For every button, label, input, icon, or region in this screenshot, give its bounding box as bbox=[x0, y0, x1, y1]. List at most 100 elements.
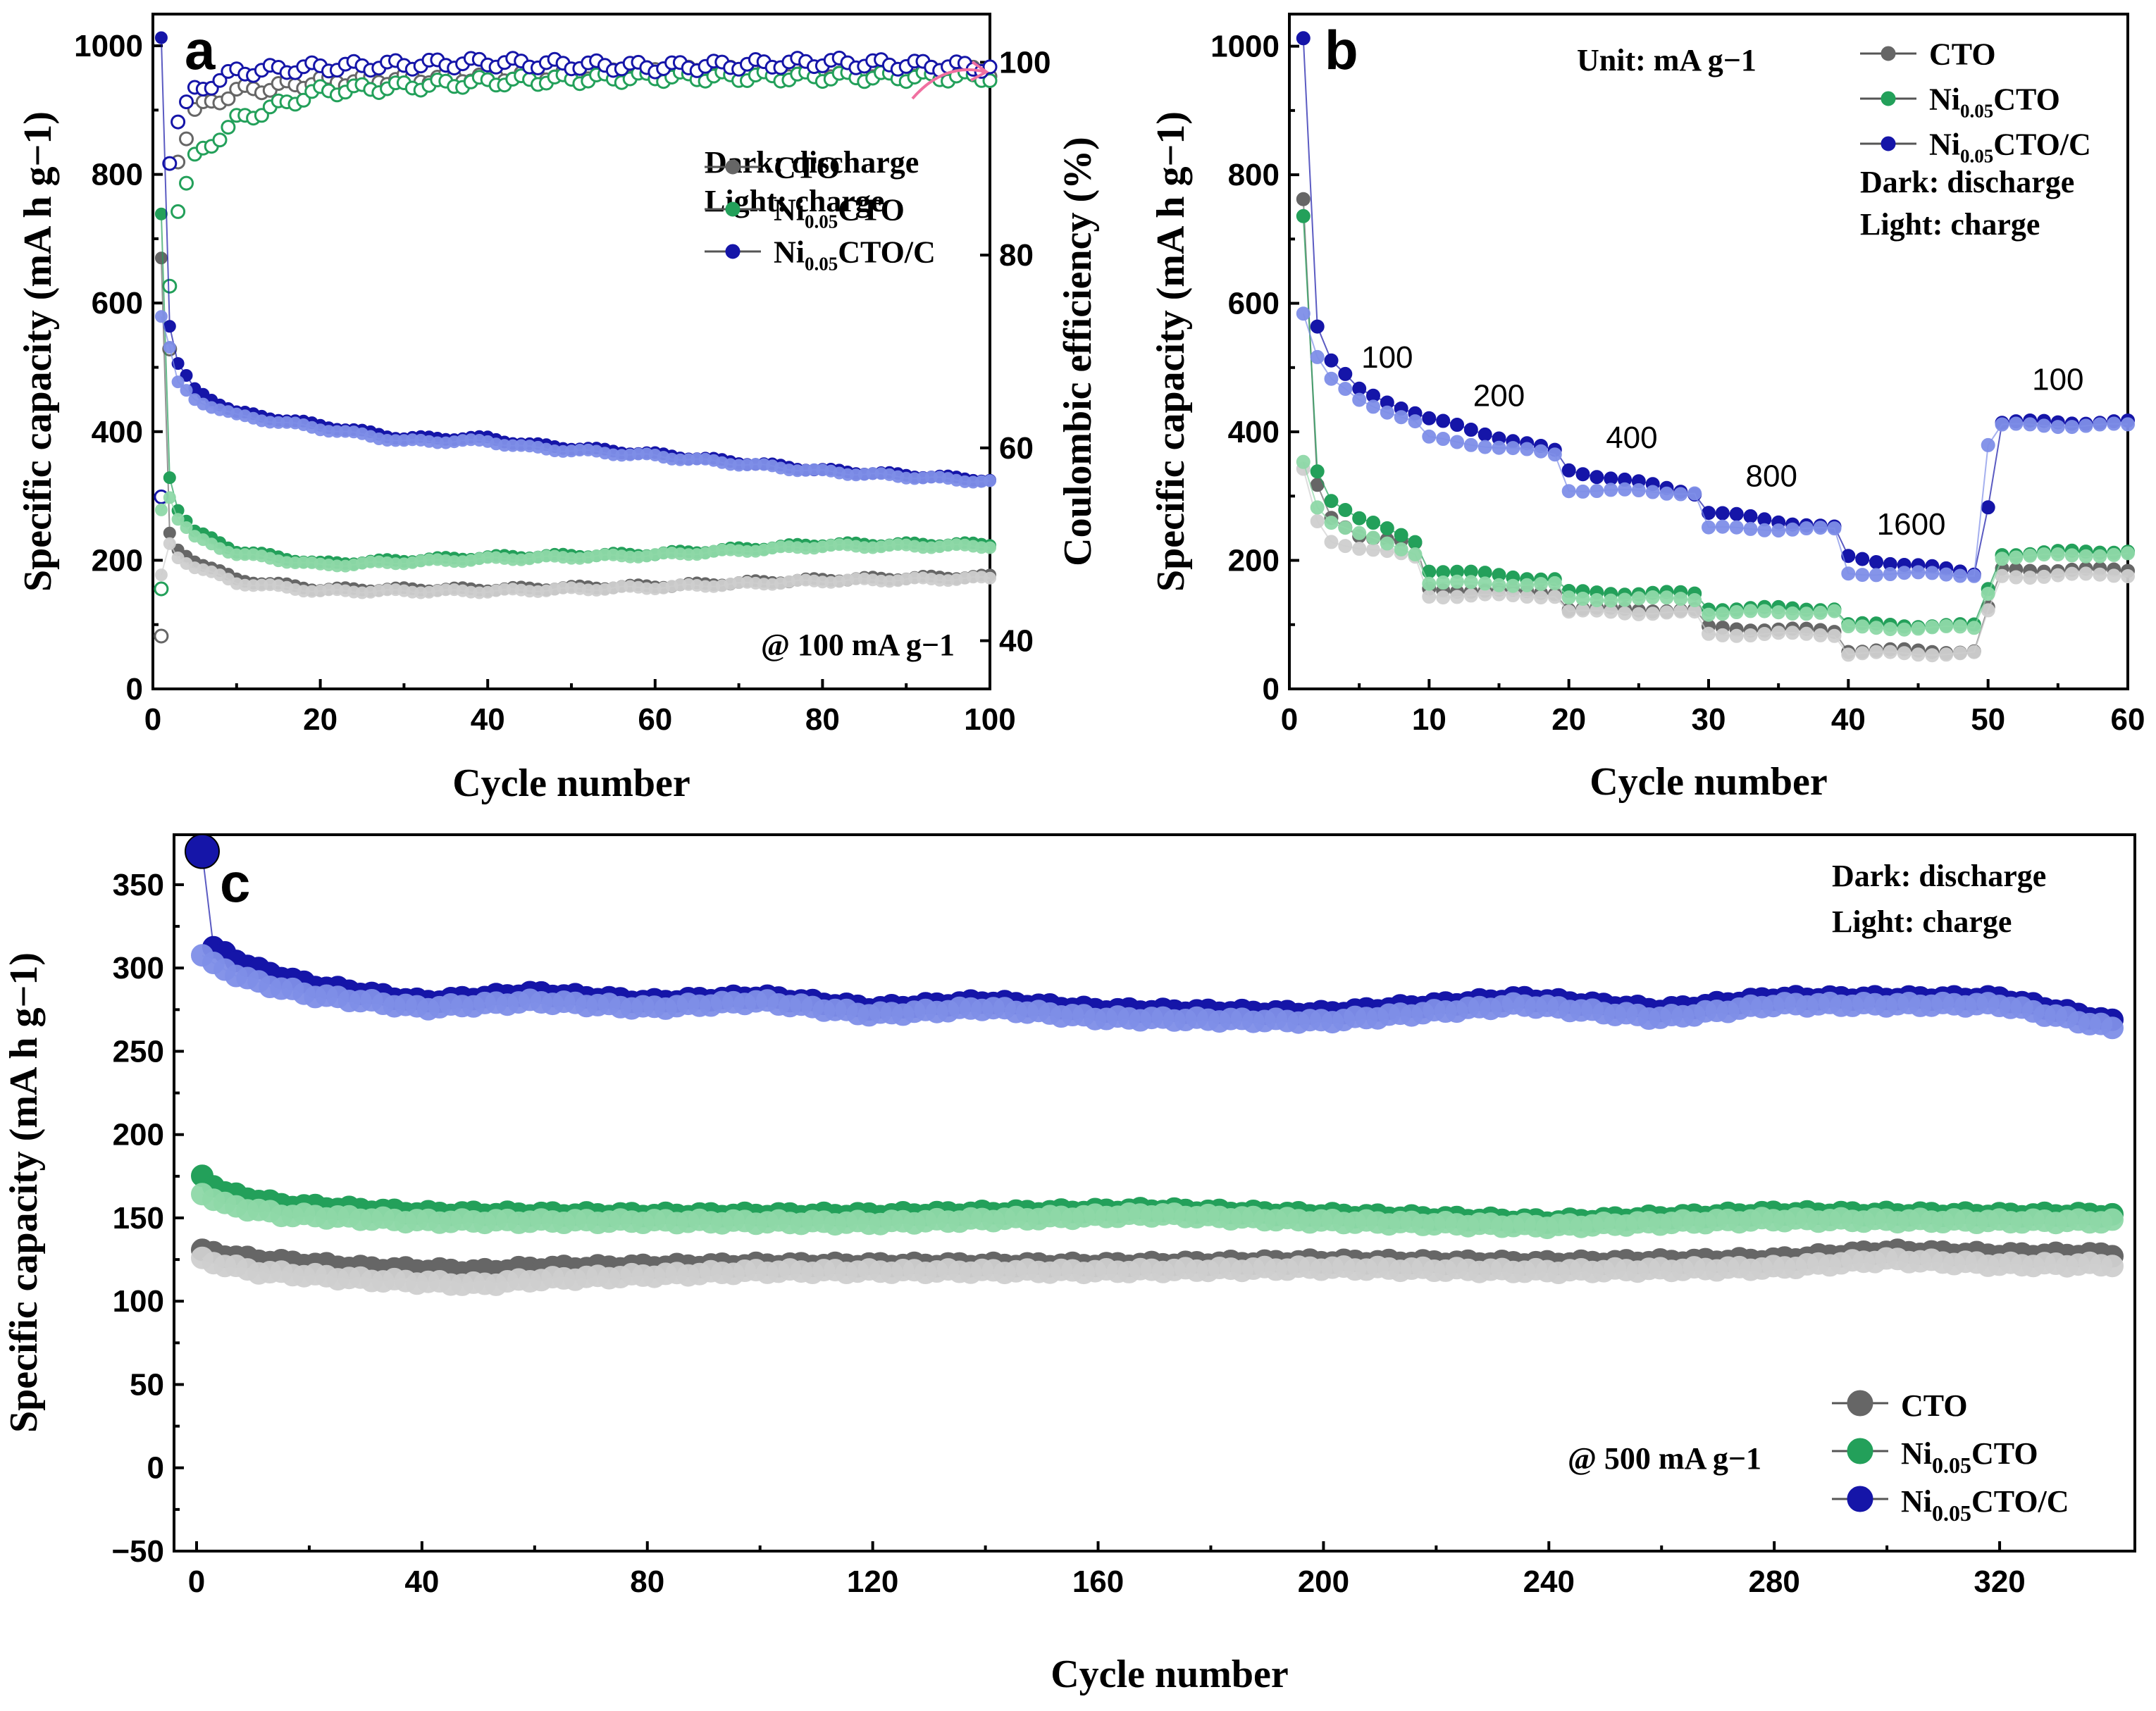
ce-point bbox=[154, 628, 169, 644]
data-point bbox=[163, 537, 176, 550]
series-ni0-05cto-c-charge bbox=[154, 310, 996, 489]
data-point bbox=[1492, 578, 1506, 592]
data-point bbox=[1394, 542, 1408, 556]
rate-label: 1600 bbox=[1877, 507, 1946, 542]
data-point bbox=[1547, 447, 1562, 462]
data-point bbox=[1757, 523, 1772, 537]
data-point bbox=[1366, 516, 1380, 530]
ce-point bbox=[982, 59, 998, 75]
series-ni0-05cto-charge bbox=[191, 1183, 2124, 1240]
data-point bbox=[1841, 619, 1856, 633]
first-cycle-point bbox=[184, 833, 220, 869]
data-point bbox=[1604, 593, 1618, 608]
data-point bbox=[1659, 605, 1674, 620]
data-point bbox=[1296, 306, 1311, 321]
legend-marker bbox=[1881, 46, 1896, 61]
data-point bbox=[1463, 588, 1478, 603]
data-point bbox=[2064, 566, 2079, 581]
y-tick-label: 0 bbox=[147, 1451, 164, 1486]
data-point bbox=[1702, 607, 1716, 622]
data-point bbox=[1575, 467, 1590, 482]
data-point bbox=[1477, 440, 1492, 454]
data-point bbox=[1841, 647, 1856, 662]
data-point bbox=[1743, 628, 1758, 642]
y2-tick-label: 60 bbox=[999, 431, 1034, 466]
data-point bbox=[2093, 417, 2107, 432]
data-point bbox=[1715, 606, 1730, 621]
data-point bbox=[1869, 555, 1883, 569]
x-tick-label: 80 bbox=[805, 702, 840, 737]
data-point bbox=[1618, 592, 1632, 607]
y-tick-label: 350 bbox=[113, 868, 164, 902]
data-point bbox=[1366, 530, 1380, 545]
data-point bbox=[2078, 549, 2093, 564]
data-point bbox=[1310, 319, 1325, 334]
x-tick-label: 200 bbox=[1298, 1564, 1349, 1599]
series-line bbox=[160, 316, 991, 483]
x-tick-label: 80 bbox=[630, 1564, 664, 1599]
data-point bbox=[1897, 566, 1912, 580]
panel-c-condition: @ 500 mA g−1 bbox=[1568, 1441, 1761, 1476]
y-tick-label: 0 bbox=[1263, 672, 1280, 707]
data-point bbox=[1827, 628, 1842, 643]
y-tick-label: 800 bbox=[92, 158, 143, 192]
data-point bbox=[2050, 547, 2065, 561]
ce-point bbox=[296, 92, 311, 108]
panel-c-letter: c bbox=[220, 852, 250, 914]
data-point bbox=[1575, 484, 1590, 499]
legend-marker bbox=[725, 244, 741, 259]
data-point bbox=[1883, 622, 1897, 637]
data-point bbox=[2121, 569, 2135, 583]
series-line bbox=[1302, 38, 2129, 575]
rate-label: 800 bbox=[1746, 459, 1797, 494]
data-point bbox=[1463, 575, 1478, 590]
data-point bbox=[171, 357, 185, 370]
ce-point bbox=[154, 581, 169, 597]
data-point bbox=[1953, 619, 1967, 634]
legend-label: Ni0.05CTO/C bbox=[1929, 127, 2091, 166]
data-point bbox=[1338, 503, 1353, 517]
ce-series bbox=[154, 64, 998, 597]
data-point bbox=[1422, 411, 1437, 425]
x-tick-label: 40 bbox=[1831, 702, 1866, 737]
data-point bbox=[1310, 349, 1325, 364]
ce-point bbox=[982, 73, 998, 88]
data-point bbox=[1673, 604, 1688, 618]
data-point bbox=[1408, 547, 1423, 561]
data-point bbox=[1659, 590, 1674, 605]
data-point bbox=[163, 341, 176, 354]
data-point bbox=[1729, 628, 1744, 643]
data-point bbox=[2023, 417, 2038, 432]
legend-marker bbox=[1847, 1486, 1873, 1512]
data-point bbox=[1702, 520, 1716, 535]
data-point bbox=[1422, 564, 1437, 579]
y-tick-label: 800 bbox=[1228, 158, 1280, 192]
data-point bbox=[1813, 605, 1828, 620]
data-point bbox=[1743, 509, 1758, 523]
y2-tick-label: 40 bbox=[999, 624, 1034, 659]
data-point bbox=[1338, 382, 1353, 396]
ce-point bbox=[171, 204, 186, 219]
rate-label: 400 bbox=[1606, 421, 1657, 455]
series-line bbox=[1302, 313, 2129, 577]
data-point bbox=[1422, 429, 1437, 444]
data-point bbox=[171, 375, 185, 389]
data-point bbox=[154, 31, 168, 44]
data-point bbox=[1925, 566, 1940, 580]
data-point bbox=[1841, 549, 1856, 564]
panel-b-xlabel: Cycle number bbox=[1590, 760, 1828, 804]
data-point bbox=[1911, 647, 1926, 662]
data-point bbox=[1995, 417, 2009, 432]
rate-label: 100 bbox=[2032, 363, 2083, 397]
panel-a-letter: a bbox=[185, 19, 216, 81]
data-point bbox=[1463, 423, 1478, 437]
legend-marker bbox=[1847, 1438, 1873, 1464]
data-point bbox=[1827, 521, 1842, 536]
data-point bbox=[1338, 521, 1353, 535]
data-point bbox=[1450, 590, 1464, 604]
data-point bbox=[2107, 568, 2121, 583]
y2-tick-label: 100 bbox=[999, 45, 1051, 80]
data-point bbox=[1534, 577, 1548, 592]
